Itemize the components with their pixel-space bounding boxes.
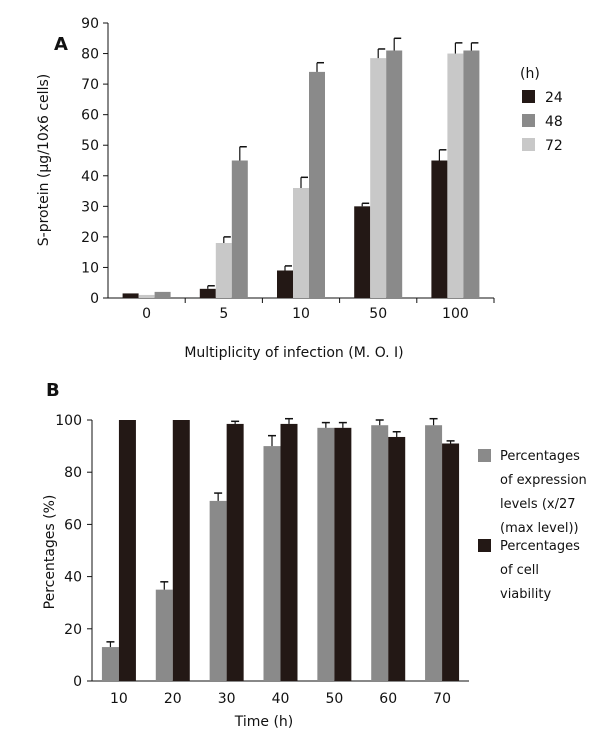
bar — [280, 423, 298, 681]
bar — [334, 427, 352, 681]
y-tick-label: 40 — [64, 570, 82, 586]
legend-swatch — [478, 449, 491, 462]
x-axis-title: Time (h) — [234, 714, 294, 730]
bar — [263, 446, 281, 681]
bar — [371, 425, 389, 681]
x-tick-label: 70 — [433, 691, 451, 707]
bar — [199, 288, 216, 298]
bar — [231, 160, 248, 298]
legend-swatch — [522, 138, 535, 151]
bar — [431, 160, 448, 298]
legend-swatch — [478, 539, 491, 552]
legend-title: (h) — [520, 66, 540, 82]
y-tick-label: 80 — [81, 47, 99, 63]
bar — [215, 243, 232, 298]
x-tick-label: 5 — [219, 306, 228, 322]
bar — [118, 420, 136, 681]
panel-label-b: B — [46, 380, 60, 401]
legend-swatch — [522, 90, 535, 103]
legend-label: Percentages — [500, 539, 580, 554]
legend-label: levels (x/27 — [500, 497, 576, 512]
x-tick-label: 50 — [369, 306, 387, 322]
x-tick-label: 50 — [325, 691, 343, 707]
bar — [463, 50, 480, 298]
bar — [317, 427, 335, 681]
legend-label: of expression — [500, 473, 587, 488]
y-tick-label: 80 — [64, 465, 82, 481]
x-axis-title: Multiplicity of infection (M. O. I) — [184, 345, 403, 361]
y-tick-label: 70 — [81, 77, 99, 93]
legend-label: 48 — [545, 114, 563, 130]
y-axis-title: Percentages (%) — [42, 495, 58, 610]
x-tick-label: 10 — [292, 306, 310, 322]
x-tick-label: 0 — [142, 306, 151, 322]
y-tick-label: 60 — [64, 517, 82, 533]
y-tick-label: 50 — [81, 138, 99, 154]
legend-swatch — [522, 114, 535, 127]
bar — [309, 71, 325, 298]
y-tick-label: 30 — [81, 199, 99, 215]
bar — [155, 589, 173, 681]
bar — [386, 50, 403, 298]
bar — [293, 188, 309, 298]
bar — [209, 500, 227, 681]
x-tick-label: 30 — [218, 691, 236, 707]
bar — [172, 420, 190, 681]
bar — [388, 436, 406, 681]
panel-label-a: A — [54, 34, 68, 55]
bar — [442, 443, 460, 681]
legend-label: (max level)) — [500, 521, 579, 536]
x-tick-label: 10 — [110, 691, 128, 707]
x-tick-label: 60 — [379, 691, 397, 707]
y-tick-label: 0 — [73, 674, 82, 690]
y-tick-label: 40 — [81, 169, 99, 185]
y-tick-label: 100 — [55, 413, 82, 429]
legend-label: 72 — [545, 138, 563, 154]
y-axis-title: S-protein (μg/10x6 cells) — [36, 74, 52, 246]
bar — [447, 53, 464, 298]
x-tick-label: 40 — [272, 691, 290, 707]
y-tick-label: 10 — [81, 260, 99, 276]
chart-a: 0 10 20 30 40 50 60 70 80 90 0 5 10 50 100 A S-protein (… — [36, 16, 563, 361]
x-tick-label: 100 — [442, 306, 469, 322]
chart-b: 0 20 40 60 80 100 10 20 30 40 50 60 70 B Percentages (… — [42, 380, 587, 730]
legend-label: 24 — [545, 90, 563, 106]
y-tick-label: 60 — [81, 108, 99, 124]
bar — [277, 270, 293, 298]
bar — [138, 294, 155, 298]
y-tick-label: 0 — [90, 291, 99, 307]
bar — [354, 206, 371, 298]
bar — [226, 423, 244, 681]
bar — [425, 425, 443, 681]
x-tick-label: 20 — [164, 691, 182, 707]
bar — [154, 291, 171, 298]
legend-label: Percentages — [500, 449, 580, 464]
legend-label: viability — [500, 587, 551, 602]
y-tick-label: 20 — [64, 622, 82, 638]
bar — [370, 58, 387, 299]
y-tick-label: 90 — [81, 16, 99, 32]
legend-label: of cell — [500, 563, 539, 578]
bar — [122, 293, 139, 298]
bar — [101, 647, 119, 681]
y-tick-label: 20 — [81, 230, 99, 246]
